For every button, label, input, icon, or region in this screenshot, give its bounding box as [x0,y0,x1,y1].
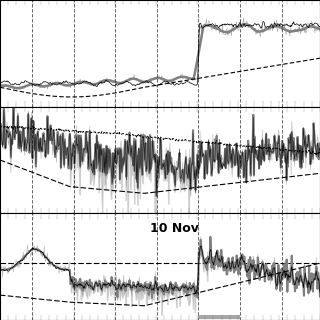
Text: 10 Nov: 10 Nov [149,222,198,235]
Bar [198,315,240,319]
